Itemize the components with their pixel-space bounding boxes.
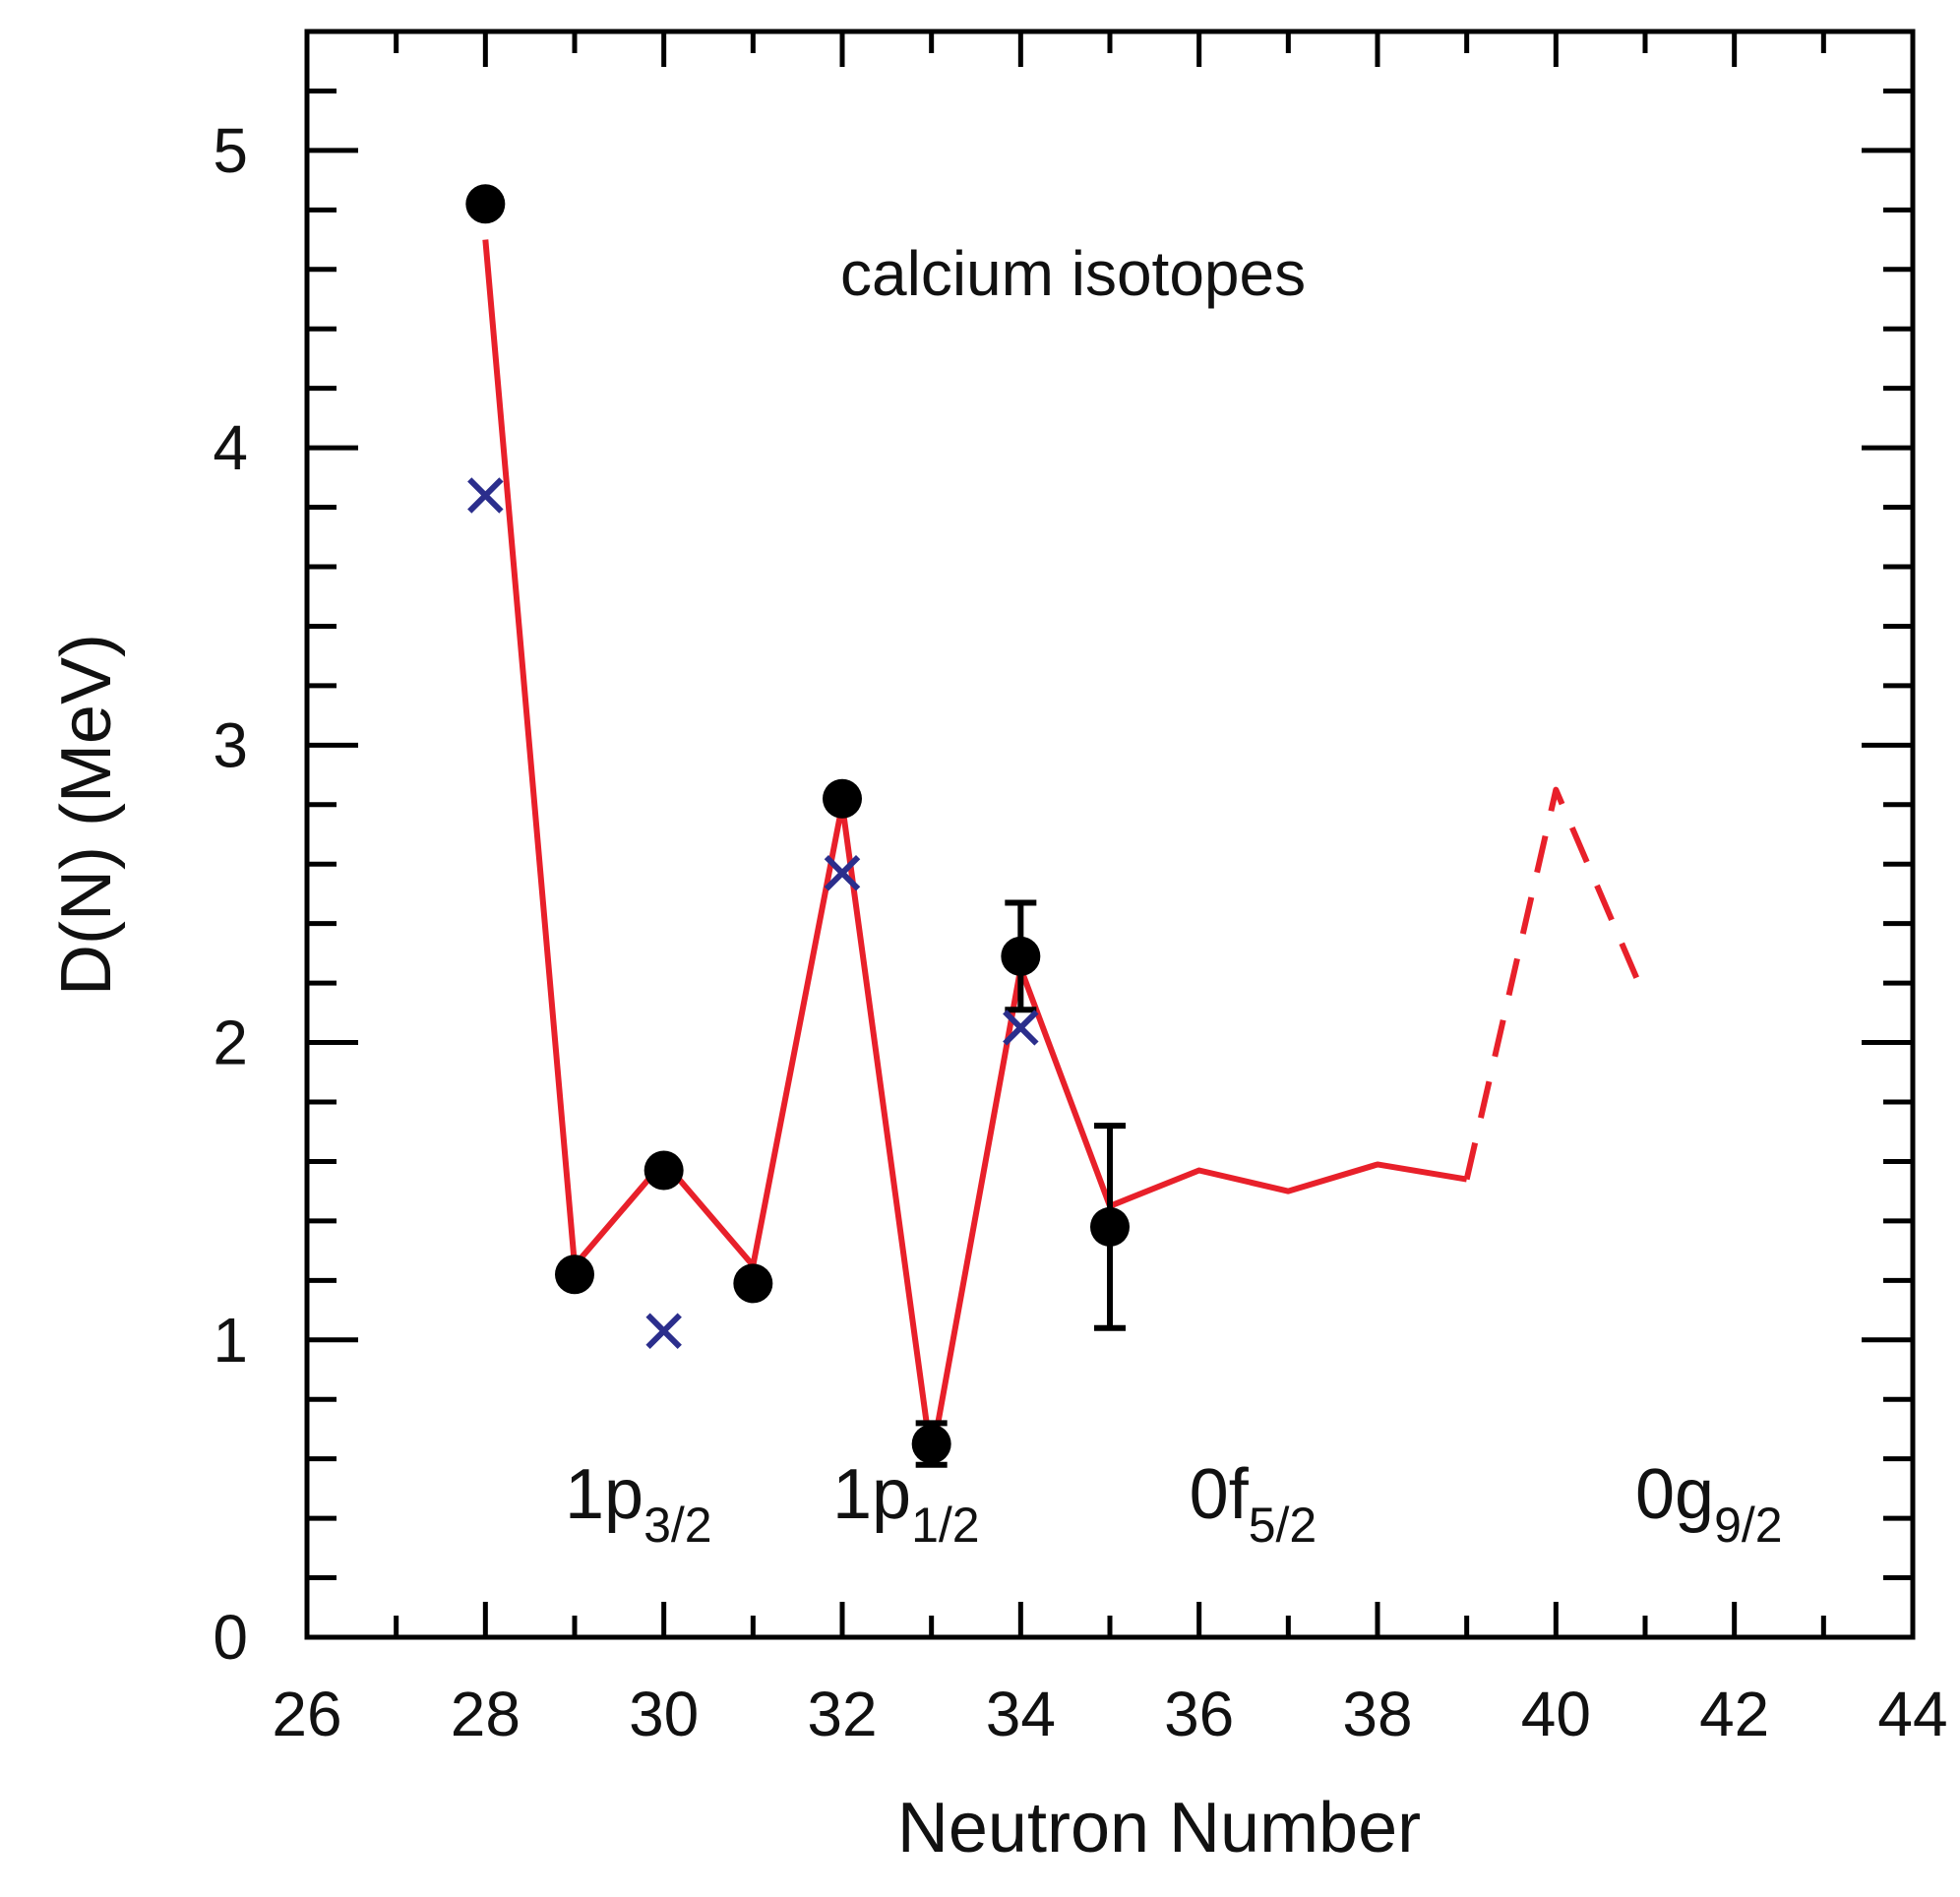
experiment-point — [465, 184, 506, 224]
y-tick-label: 3 — [213, 709, 248, 780]
experiment-point — [823, 778, 862, 819]
x-tick-labels: 26 28 30 32 34 36 38 40 42 44 — [272, 1679, 1947, 1749]
calculation-point — [1003, 1010, 1039, 1046]
x-tick-label: 42 — [1699, 1679, 1769, 1749]
x-tick-label: 36 — [1164, 1679, 1234, 1749]
x-tick-label: 34 — [986, 1679, 1056, 1749]
plot-frame — [304, 29, 1916, 1640]
orbital-sub: 9/2 — [1714, 1498, 1783, 1553]
experiment-point — [911, 1424, 951, 1464]
cross-stroke — [645, 1313, 682, 1349]
experiment-point — [555, 1254, 594, 1295]
y-axis-title: D(N) (MeV) — [47, 634, 126, 996]
cross-stroke — [1003, 1010, 1039, 1046]
orbital-sub: 5/2 — [1249, 1498, 1317, 1553]
experiment-point — [1090, 1206, 1130, 1247]
calculation-point — [824, 855, 861, 891]
y-tick-labels: 0 1 2 3 4 5 — [213, 115, 248, 1673]
orbital-main: 0g — [1635, 1455, 1714, 1534]
y-tick-label: 0 — [213, 1602, 248, 1673]
orbital-sub: 1/2 — [911, 1498, 980, 1553]
theory-line-dashed — [1463, 786, 1648, 1181]
orbital-label: 0g9/2 — [1635, 1455, 1783, 1553]
calculation-point — [467, 477, 504, 514]
x-tick-label: 44 — [1877, 1679, 1947, 1749]
orbital-label: 1p3/2 — [565, 1455, 712, 1553]
orbital-main: 0f — [1190, 1455, 1250, 1534]
orbital-labels: 1p3/2 1p1/2 0f5/2 0g9/2 — [565, 1455, 1783, 1553]
orbital-sub: 3/2 — [643, 1498, 712, 1553]
theory-line — [482, 239, 1468, 1462]
orbital-label: 1p1/2 — [832, 1455, 980, 1553]
y-tick-label: 4 — [213, 412, 248, 483]
experiment-point — [1001, 936, 1041, 976]
x-tick-label: 32 — [807, 1679, 877, 1749]
x-tick-label: 28 — [451, 1679, 521, 1749]
cross-stroke — [467, 477, 504, 514]
x-tick-label: 26 — [272, 1679, 341, 1749]
x-axis-title: Neutron Number — [897, 1789, 1421, 1867]
orbital-label: 0f5/2 — [1190, 1455, 1317, 1553]
y-tick-label: 1 — [213, 1305, 248, 1376]
x-tick-label: 30 — [629, 1679, 699, 1749]
annotation-calcium-isotopes: calcium isotopes — [840, 238, 1306, 309]
y-tick-label: 2 — [213, 1008, 248, 1078]
experiment-point — [643, 1150, 684, 1191]
experiment-point — [733, 1263, 773, 1304]
calculation-point — [645, 1313, 682, 1349]
x-tick-label: 38 — [1342, 1679, 1412, 1749]
orbital-main: 1p — [565, 1455, 643, 1534]
x-tick-label: 40 — [1521, 1679, 1591, 1749]
series-layer — [465, 184, 1648, 1468]
cross-stroke — [824, 855, 861, 891]
y-tick-label: 5 — [213, 115, 248, 186]
orbital-main: 1p — [832, 1455, 911, 1534]
